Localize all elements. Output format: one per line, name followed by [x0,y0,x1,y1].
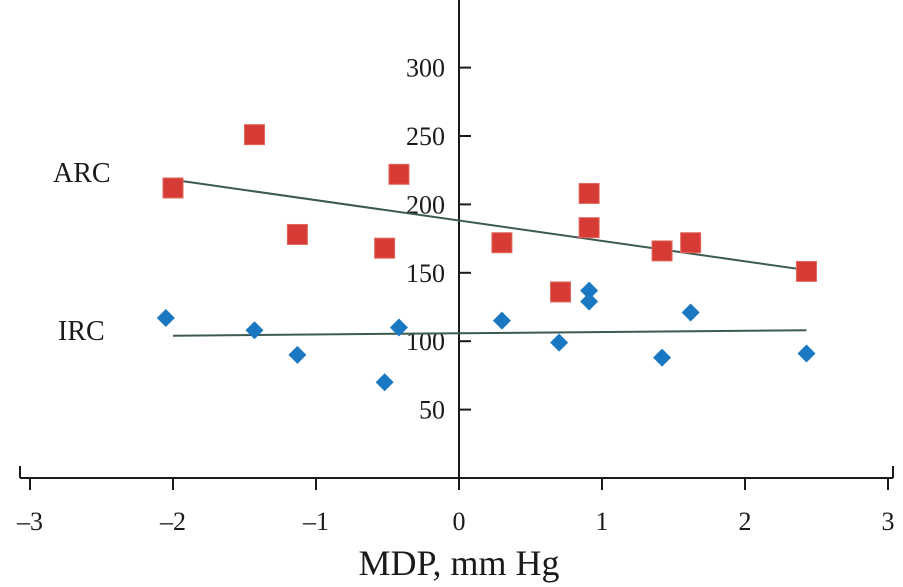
data-point-arc [491,232,513,254]
data-point-arc [578,217,600,239]
data-point-irc [245,321,264,340]
x-tick-label: 1 [596,507,609,536]
data-point-irc [653,348,672,367]
data-point-arc [162,177,184,199]
data-point-irc [580,281,599,300]
data-point-arc [795,260,817,282]
data-point-arc [374,237,396,259]
series-label-irc: IRC [58,316,105,347]
x-tick-label: 3 [882,507,895,536]
data-point-arc [244,124,266,146]
y-tick-label: 150 [406,259,445,288]
x-tick-label: 0 [453,507,466,536]
data-point-irc [375,373,394,392]
trend-line-arc [172,178,807,272]
series-label-arc: ARC [53,158,111,189]
data-point-irc [550,333,569,352]
trend-lines [172,178,807,337]
x-tick-label: –2 [159,507,186,536]
x-tick-label: –3 [16,507,43,536]
x-tick-label: 2 [739,507,752,536]
x-tick-label: –1 [302,507,329,536]
data-point-arc [286,223,308,245]
data-point-irc [580,292,599,311]
data-point-irc [797,344,816,363]
data-point-irc [389,318,408,337]
y-tick-label: 300 [406,54,445,83]
data-point-arc [651,240,673,262]
data-point-arc [578,182,600,204]
data-point-irc [156,308,175,327]
trend-line-irc [172,329,807,337]
data-point-arc [680,232,702,254]
data-point-arc [550,281,572,303]
data-point-irc [288,345,307,364]
data-point-arc [388,163,410,185]
y-tick-label: 100 [406,327,445,356]
data-points [156,124,817,392]
x-axis-label: MDP, mm Hg [358,543,559,583]
y-tick-label: 50 [419,396,445,425]
y-tick-label: 250 [406,122,445,151]
data-point-irc [492,311,511,330]
data-point-irc [681,303,700,322]
